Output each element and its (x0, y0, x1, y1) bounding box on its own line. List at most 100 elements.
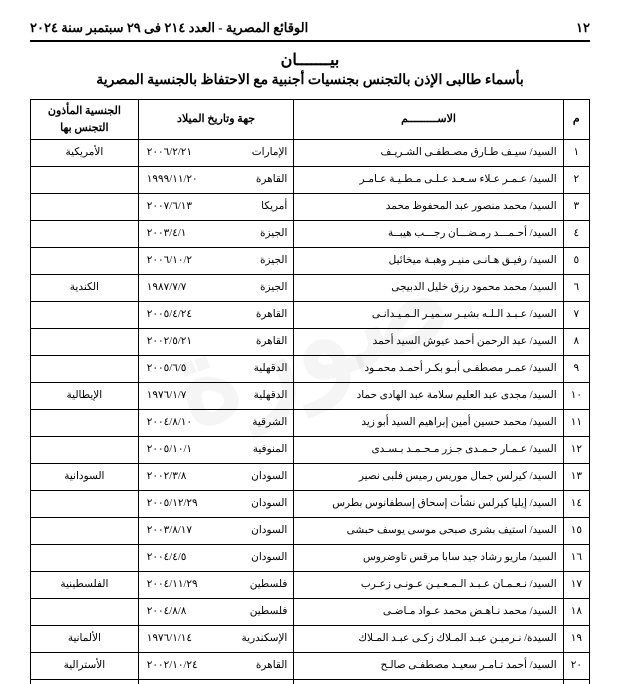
row-nationality (31, 248, 139, 275)
row-nationality: الألمانية (31, 626, 139, 653)
row-name: السيد/ عـمـر عـلاء سـعـد عـلـى مـطـيـة ع… (294, 167, 563, 194)
table-header-row: م الاســـــــــم جهة وتاريخ الميلاد الجن… (31, 100, 590, 140)
row-nationality (31, 491, 139, 518)
row-birth: أمريكا٢٠٠٧/٦/١٣ (138, 194, 294, 221)
row-nationality (31, 302, 139, 329)
row-number: ١٦ (563, 545, 589, 572)
page-header: ١٢ الوقائع المصرية - العدد ٢١٤ فى ٢٩ سبت… (30, 20, 590, 42)
table-row: ٥السيد/ رفيـق هـانـى منيـر وهبـة ميخائيل… (31, 248, 590, 275)
row-number: ١٩ (563, 626, 589, 653)
row-number: ٣ (563, 194, 589, 221)
row-name: السيد/ عـمـار حـمـدى جـزر مـحـمـد بـسـدى (294, 437, 563, 464)
row-number: ١٤ (563, 491, 589, 518)
row-name: السيد/ استيف بشرى صبحى موسى يوسف حبشى (294, 518, 563, 545)
col-header-nat: الجنسية المأذون التجنس بها (31, 100, 139, 140)
table-row: ٣السيد/ محمد منصور عبد المحفوظ محمدأمريك… (31, 194, 590, 221)
row-number: ١٠ (563, 383, 589, 410)
row-name: السيد/ كيرلس جمال موريس رميس فلبى نصير (294, 464, 563, 491)
col-header-name: الاســـــــــم (294, 100, 563, 140)
row-number: ٥ (563, 248, 589, 275)
row-number: ١٧ (563, 572, 589, 599)
row-nationality (31, 167, 139, 194)
row-name: السيد/ تــامــر سـعـيـد مـصـطـفـى صـالــ… (294, 680, 563, 684)
row-nationality (31, 437, 139, 464)
row-birth: الجيزة١٩٨٧/٧/٧ (138, 275, 294, 302)
table-row: ٤السيد/ أحـمـــد رمـضـــان رجـــب هيبــة… (31, 221, 590, 248)
row-number: ٩ (563, 356, 589, 383)
row-birth: الدقهلية٢٠٠٥/٦/٥ (138, 356, 294, 383)
row-name: السيد/ عمـر مصطفـى أبـو بكـر أحمـد محمـو… (294, 356, 563, 383)
row-number: ١٣ (563, 464, 589, 491)
row-nationality: الأسترالية (31, 653, 139, 680)
row-name: السيد/ ماريو رشاد جيد سابا مرقس تاوضروس (294, 545, 563, 572)
row-nationality (31, 356, 139, 383)
row-number: ١ (563, 140, 589, 167)
table-row: ١٠السيد/ مجدى عبد العليم سلامة عبد الهاد… (31, 383, 590, 410)
row-nationality: الأمريكية (31, 140, 139, 167)
row-name: السيد/ إيليا كيرلس نشأت إسحاق إسطفانوس ب… (294, 491, 563, 518)
row-name: السيد/ رفيـق هـانـى منيـر وهبـة ميخائيل (294, 248, 563, 275)
row-nationality (31, 221, 139, 248)
row-name: السيد/ أحـمـــد رمـضـــان رجـــب هيبــة (294, 221, 563, 248)
row-birth: السودان٢٠٠٥/١٢/٢٩ (138, 491, 294, 518)
row-name: السيد/ محمد حسين أمين إبراهيم السيد أبو … (294, 410, 563, 437)
row-number: ٢٠ (563, 653, 589, 680)
row-number: ٢١ (563, 680, 589, 684)
statement-title: بيـــــــان (30, 50, 590, 70)
row-nationality: الكندية (31, 275, 139, 302)
table-row: ١٤السيد/ إيليا كيرلس نشأت إسحاق إسطفانوس… (31, 491, 590, 518)
row-number: ١٨ (563, 599, 589, 626)
row-name: السيد/ سيـف طـارق مصـطفـى الشـريـف (294, 140, 563, 167)
row-birth: المنوفية٢٠٠٥/١٠/١ (138, 437, 294, 464)
row-number: ٤ (563, 221, 589, 248)
row-birth: الإسكندرية١٩٧٦/١/١٤ (138, 626, 294, 653)
table-row: ١السيد/ سيـف طـارق مصـطفـى الشـريـفالإما… (31, 140, 590, 167)
table-row: ١٣السيد/ كيرلس جمال موريس رميس فلبى نصير… (31, 464, 590, 491)
table-row: ٧السيد/ عـبـد الـلـه بشيـر سـميـر الـمـي… (31, 302, 590, 329)
row-birth: القاهرة١٩٩٩/١١/٢٠ (138, 167, 294, 194)
statement-subtitle: بأسماء طالبى الإذن بالتجنس بجنسيات أجنبي… (30, 72, 590, 89)
row-name: السيدة/ نـرميـن عبـد المـلاك زكـى عبـد ا… (294, 626, 563, 653)
names-table: م الاســـــــــم جهة وتاريخ الميلاد الجن… (30, 99, 590, 684)
row-name: السيد/ أحمد تـامـر سعيـد مصطفـى صالـح (294, 653, 563, 680)
table-row: ١٥السيد/ استيف بشرى صبحى موسى يوسف حبشىا… (31, 518, 590, 545)
row-nationality: الإيطالية (31, 383, 139, 410)
row-birth: الجيزة٢٠٠٦/١٠/٢ (138, 248, 294, 275)
row-birth: القاهرة٢٠٠٢/٥/٢١ (138, 329, 294, 356)
row-name: السيد/ محمد محمود رزق خليل الدبيجى (294, 275, 563, 302)
table-row: ١٧السيد/ نـعـمـان عـبـد الـمـعـيـن عـونـ… (31, 572, 590, 599)
row-number: ٨ (563, 329, 589, 356)
row-birth: فلسطين٢٠٠٤/٨/٨ (138, 599, 294, 626)
table-row: ١٢السيد/ عـمـار حـمـدى جـزر مـحـمـد بـسـ… (31, 437, 590, 464)
table-row: ١٨السيد/ محمد نـاهـض محمد عـواد مـاضـىفل… (31, 599, 590, 626)
table-row: ١٩السيدة/ نـرميـن عبـد المـلاك زكـى عبـد… (31, 626, 590, 653)
row-nationality (31, 410, 139, 437)
row-birth: الدقهلية١٩٧٦/١/٧ (138, 383, 294, 410)
col-header-num: م (563, 100, 589, 140)
row-name: السيد/ محمد منصور عبد المحفوظ محمد (294, 194, 563, 221)
table-row: ١١السيد/ محمد حسين أمين إبراهيم السيد أب… (31, 410, 590, 437)
row-birth: السودان٢٠٠٣/٨/١٧ (138, 518, 294, 545)
table-row: ٨السيد/ عبد الرحمن أحمد عيوش السيد أحمدا… (31, 329, 590, 356)
row-number: ٦ (563, 275, 589, 302)
row-nationality: الفلسطينية (31, 572, 139, 599)
row-birth: الجيزة٢٠٠٣/٤/١ (138, 221, 294, 248)
table-row: ٩السيد/ عمـر مصطفـى أبـو بكـر أحمـد محمـ… (31, 356, 590, 383)
row-number: ١١ (563, 410, 589, 437)
table-row: ٦السيد/ محمد محمود رزق خليل الدبيجىالجيز… (31, 275, 590, 302)
row-number: ٧ (563, 302, 589, 329)
row-nationality (31, 518, 139, 545)
row-nationality (31, 545, 139, 572)
row-name: السيد/ محمد نـاهـض محمد عـواد مـاضـى (294, 599, 563, 626)
table-row: ٢١السيد/ تــامــر سـعـيـد مـصـطـفـى صـال… (31, 680, 590, 684)
row-name: السيد/ عـبـد الـلـه بشيـر سـميـر الـمـيـ… (294, 302, 563, 329)
row-number: ١٥ (563, 518, 589, 545)
row-birth: السودان٢٠٠٤/٤/٥ (138, 545, 294, 572)
row-nationality (31, 599, 139, 626)
row-nationality (31, 194, 139, 221)
row-birth: الإمارات٢٠٠٦/٢/٢١ (138, 140, 294, 167)
page-number: ١٢ (576, 20, 590, 36)
row-nationality: السودانية (31, 464, 139, 491)
row-birth: الشرقية١٩٧٥/٢/٦ (138, 680, 294, 684)
gazette-info: الوقائع المصرية - العدد ٢١٤ فى ٢٩ سبتمبر… (30, 20, 308, 36)
